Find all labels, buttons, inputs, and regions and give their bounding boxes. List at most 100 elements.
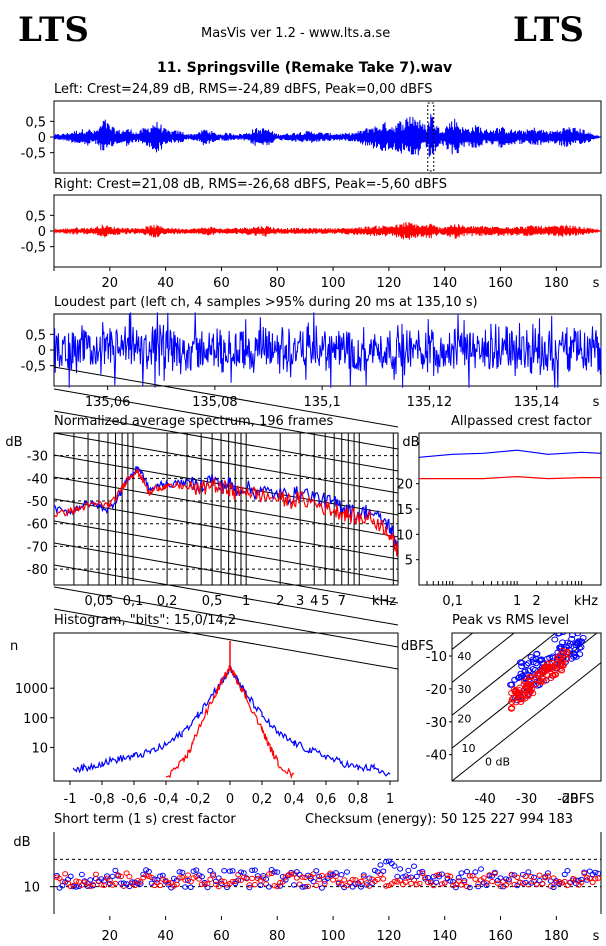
crest-point-right (185, 872, 191, 878)
histogram-series-left (72, 664, 391, 777)
spectrum-xtick-label: 2 (276, 594, 284, 609)
crest-point-left (251, 867, 258, 873)
peakrms-point-right (559, 662, 567, 669)
crest-point-right (589, 879, 596, 886)
crest-point-right (201, 881, 208, 887)
allpass-xtick-label: 1 (513, 594, 521, 609)
peakrms-point-right (563, 651, 571, 658)
crest-point-left (478, 866, 484, 872)
crest-point-right (416, 880, 423, 887)
crest-point-left (338, 872, 345, 878)
right-channel-stats: Right: Crest=21,08 dB, RMS=-26,68 dBFS, … (54, 177, 447, 192)
histogram-xtick-label: 0,2 (252, 792, 273, 807)
crest-point-right (380, 876, 387, 882)
crest-point-right (438, 881, 445, 887)
loudest-xtick-label: 135,08 (192, 395, 238, 410)
spectrum-xtick-label: 0,5 (202, 594, 223, 609)
crest-point-left (547, 878, 554, 884)
peakrms-xunit-label: dBFS (562, 792, 595, 807)
crest-point-right (349, 876, 356, 883)
crest-point-left (564, 868, 571, 874)
crest-point-right (581, 870, 588, 877)
time-tick-label: 140 (432, 276, 457, 291)
crest-point-right (210, 873, 217, 879)
crest-point-right (165, 880, 172, 886)
crest-point-left (505, 877, 512, 883)
crest-point-left (413, 873, 420, 880)
crest-point-right (533, 881, 540, 888)
crest-point-left (229, 868, 236, 874)
crest-point-right (204, 881, 211, 887)
histogram-ytick-label: 100 (23, 712, 48, 727)
peakrms-point-right (558, 658, 566, 665)
peakrms-diag-label: 20 (457, 713, 471, 726)
crest-point-right (299, 874, 306, 880)
spectrum-series-right (54, 468, 398, 557)
spectrum-xtick-label: 1 (242, 594, 250, 609)
peakrms-point-left (508, 681, 516, 688)
allpass-series-left (418, 449, 602, 458)
crest-point-right (497, 883, 504, 890)
crest-point-right (243, 876, 250, 882)
crest-unit-label: dB (13, 835, 30, 850)
spectrum-slope-line (53, 410, 399, 472)
crest-point-right (157, 882, 164, 889)
spectrum-ytick-label: -60 (27, 518, 48, 533)
crest-point-right (391, 878, 398, 885)
crest-point-right (472, 876, 479, 882)
crest-point-right (511, 881, 518, 888)
crest-point-left (84, 883, 91, 889)
peakrms-xtick-label: -40 (474, 792, 495, 807)
crest-point-left (187, 884, 194, 890)
peakrms-point-left (532, 656, 540, 663)
loudest-unit-label: s (593, 395, 600, 410)
crest-point-left (120, 880, 127, 886)
loudest-xtick-label: 135,1 (304, 395, 341, 410)
crest-point-left (198, 874, 205, 880)
time-tick-label: 20 (102, 276, 119, 291)
spectrum-xtick-label: 5 (321, 594, 329, 609)
crest-point-right (405, 874, 412, 881)
peakrms-yunit-label: dBFS (401, 639, 434, 654)
crest-point-right (514, 874, 521, 880)
crest-point-left (238, 869, 244, 875)
histogram-xtick-label: -0,2 (185, 792, 210, 807)
crest-point-left (282, 877, 289, 883)
crest-point-left (73, 884, 80, 890)
crest-point-right (466, 873, 473, 879)
peakrms-diag-label: 40 (457, 650, 471, 663)
peakrms-point-right (554, 654, 562, 661)
peakrms-point-left (568, 655, 575, 662)
peakrms-point-right (559, 647, 567, 654)
crest-point-left (310, 878, 317, 885)
peakrms-point-left (571, 633, 575, 634)
peakrms-point-right (534, 672, 541, 679)
crest-point-right (584, 875, 590, 881)
crest-point-left (224, 884, 230, 891)
loudest-part-title: Loudest part (left ch, 4 samples >95% du… (54, 295, 478, 310)
crest-point-right (173, 881, 180, 888)
left-channel-stats: Left: Crest=24,89 dB, RMS=-24,89 dBFS, P… (54, 82, 433, 97)
crest-point-right (62, 871, 69, 877)
crest-point-right (586, 875, 593, 881)
crest-point-right (489, 878, 496, 885)
crest-point-left (154, 877, 161, 883)
peak-rms-title: Peak vs RMS level (452, 613, 570, 628)
crest-point-right (106, 877, 113, 883)
time-tick-label: 120 (376, 276, 401, 291)
crest-point-right (313, 882, 320, 889)
histogram-xtick-label: -0,6 (121, 792, 146, 807)
crest-point-left (578, 876, 585, 883)
crest-point-right (505, 879, 512, 885)
crest-point-left (383, 859, 390, 865)
peakrms-diag-label: 0 dB (485, 755, 510, 768)
crest-point-right (263, 881, 270, 887)
crest-xtick-label: 60 (213, 929, 230, 944)
peakrms-diagonal (452, 661, 601, 781)
spectrum-slope-line (53, 608, 399, 670)
crest-point-right (98, 882, 105, 888)
crest-point-right (480, 875, 487, 881)
loudest-trace (53, 312, 602, 388)
loudest-xtick-label: 135,12 (407, 395, 453, 410)
spectrum-xtick-label: 7 (338, 594, 346, 609)
